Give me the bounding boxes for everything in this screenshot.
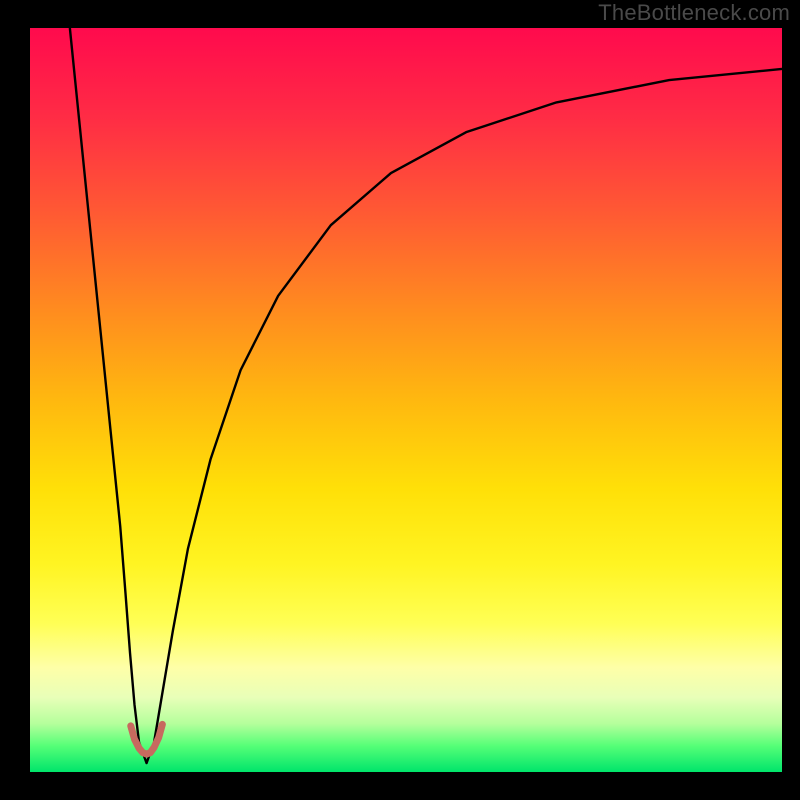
- plot-area: [30, 28, 782, 772]
- chart-svg: [30, 28, 782, 772]
- chart-frame: TheBottleneck.com: [0, 0, 800, 800]
- watermark-text: TheBottleneck.com: [598, 0, 790, 26]
- gradient-background: [30, 28, 782, 772]
